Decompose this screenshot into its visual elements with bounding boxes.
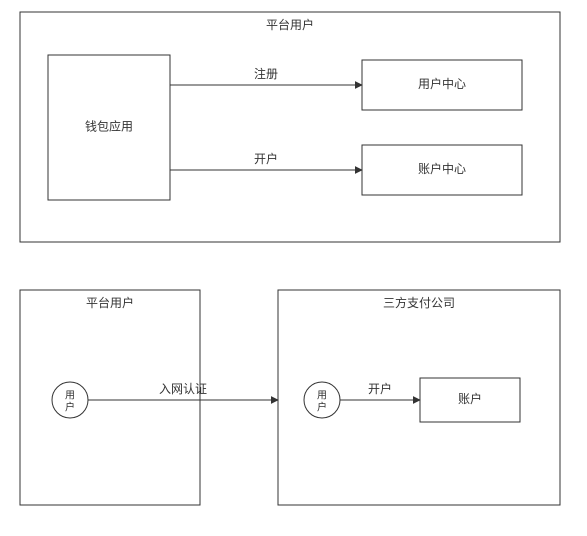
- bottom-left-title: 平台用户: [86, 295, 134, 310]
- top-container-title: 平台用户: [266, 17, 314, 32]
- user-right-label-1: 用: [317, 391, 327, 402]
- edge-register-label: 注册: [254, 66, 278, 81]
- user-right-label-2: 户: [317, 401, 327, 414]
- account-label: 账户: [458, 391, 482, 406]
- user-left-label-1: 用: [65, 391, 75, 402]
- edge-open-top-label: 开户: [254, 151, 278, 166]
- user-center-label: 用户中心: [418, 76, 466, 91]
- acct-center-label: 账户中心: [418, 161, 466, 176]
- bottom-left-container: [20, 290, 200, 505]
- edge-auth-label: 入网认证: [159, 382, 207, 396]
- edge-open-bottom-label: 开户: [368, 381, 392, 396]
- wallet-label: 钱包应用: [85, 119, 133, 134]
- user-left-label-2: 户: [65, 401, 75, 414]
- bottom-right-title: 三方支付公司: [383, 295, 455, 310]
